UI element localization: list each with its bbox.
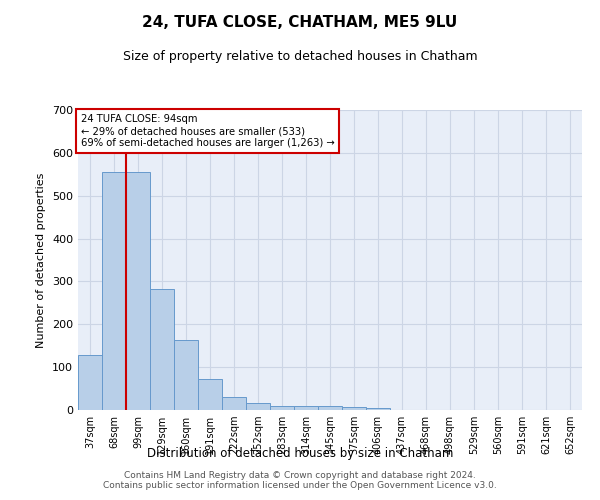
Bar — [78, 355, 102, 410]
Y-axis label: Number of detached properties: Number of detached properties — [37, 172, 46, 348]
Bar — [318, 406, 342, 410]
Bar — [150, 288, 174, 410]
Text: Size of property relative to detached houses in Chatham: Size of property relative to detached ho… — [122, 50, 478, 63]
Bar — [246, 402, 270, 410]
Text: 24 TUFA CLOSE: 94sqm
← 29% of detached houses are smaller (533)
69% of semi-deta: 24 TUFA CLOSE: 94sqm ← 29% of detached h… — [80, 114, 334, 148]
Bar — [222, 397, 246, 410]
Bar — [174, 340, 198, 410]
Bar — [102, 172, 126, 410]
Bar — [366, 408, 390, 410]
Bar — [342, 406, 366, 410]
Bar — [198, 379, 222, 410]
Text: 24, TUFA CLOSE, CHATHAM, ME5 9LU: 24, TUFA CLOSE, CHATHAM, ME5 9LU — [142, 15, 458, 30]
Text: Contains public sector information licensed under the Open Government Licence v3: Contains public sector information licen… — [103, 481, 497, 490]
Bar — [294, 406, 318, 410]
Text: Contains HM Land Registry data © Crown copyright and database right 2024.: Contains HM Land Registry data © Crown c… — [124, 471, 476, 480]
Bar — [270, 406, 294, 410]
Text: Distribution of detached houses by size in Chatham: Distribution of detached houses by size … — [147, 448, 453, 460]
Bar — [126, 172, 150, 410]
